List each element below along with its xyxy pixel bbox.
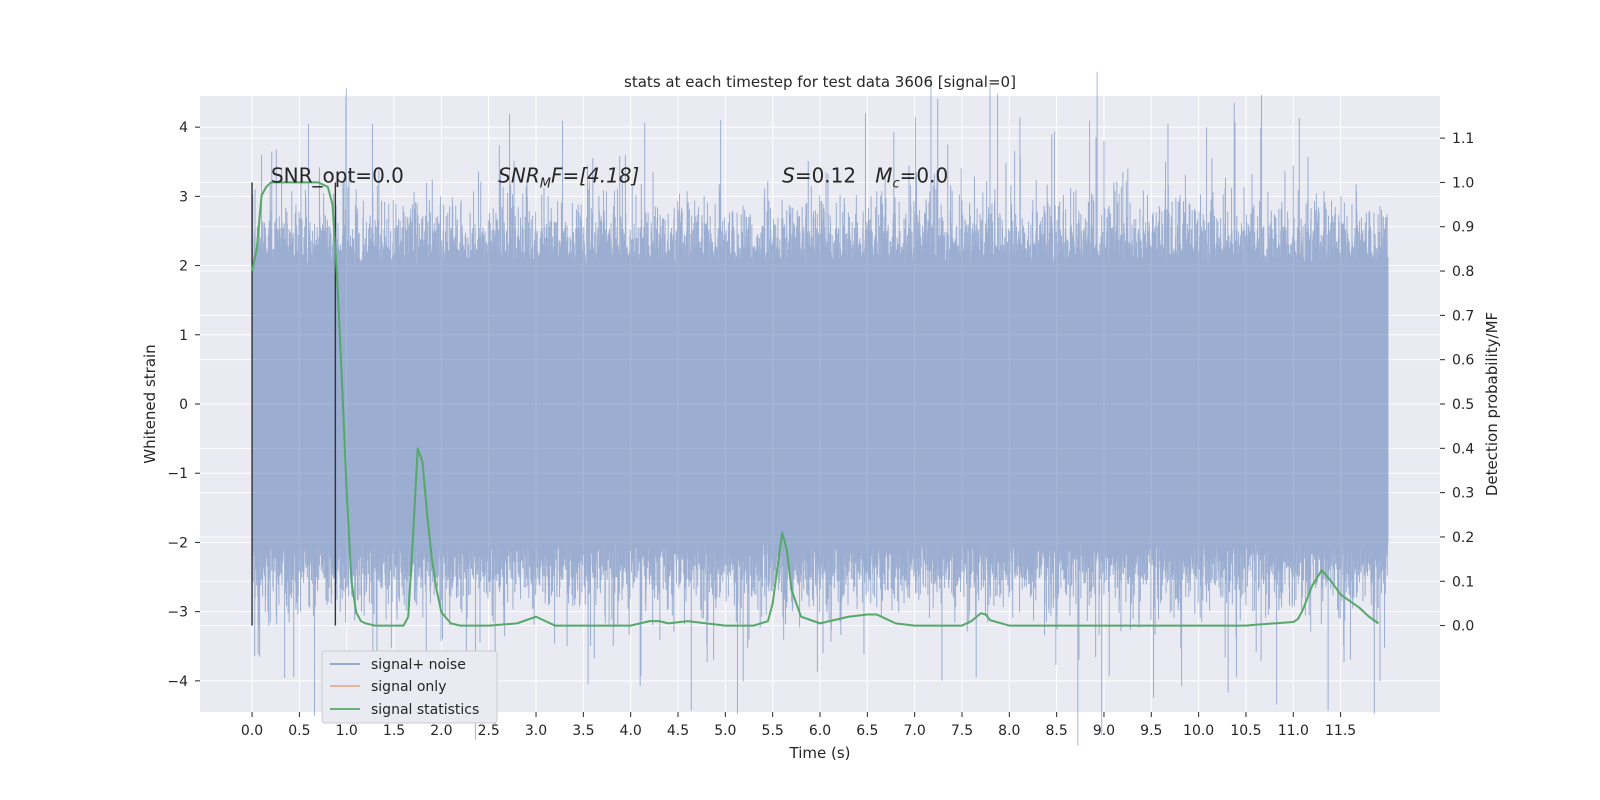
x-tick-label: 4.0 <box>620 723 642 739</box>
y-tick-label: −2 <box>167 535 188 551</box>
right-y-tick-label: 0.4 <box>1452 441 1474 457</box>
y-tick-label: 3 <box>179 189 188 205</box>
y-tick-label: 2 <box>179 259 188 275</box>
legend-label-noise: signal+ noise <box>371 657 466 673</box>
x-tick-label: 3.5 <box>572 723 594 739</box>
y-tick-label: −4 <box>167 674 188 690</box>
right-y-tick-label: 1.0 <box>1452 175 1474 191</box>
stats-series-line <box>251 181 1380 627</box>
right-y-tick-label: 0.8 <box>1452 264 1474 280</box>
x-tick-label: 11.0 <box>1278 723 1309 739</box>
y-tick-label: 1 <box>179 328 188 344</box>
legend-box <box>321 650 498 724</box>
annotation-snr-mf: SNRMF=[4.18] <box>498 164 639 192</box>
x-tick-label: 7.5 <box>951 723 973 739</box>
right-y-tick-label: 1.1 <box>1452 131 1474 147</box>
x-tick-label: 2.5 <box>478 723 500 739</box>
right-y-tick-label: 0.0 <box>1452 619 1474 635</box>
right-y-tick-label: 0.2 <box>1452 530 1474 546</box>
x-tick-label: 5.0 <box>714 723 736 739</box>
x-tick-label: 9.0 <box>1093 723 1115 739</box>
legend-label-signal: signal only <box>371 679 446 695</box>
stats-series <box>251 181 1380 627</box>
x-tick-label: 1.5 <box>383 723 405 739</box>
x-tick-label: 11.5 <box>1325 723 1356 739</box>
right-y-tick-label: 0.6 <box>1452 353 1474 369</box>
x-tick-label: 2.0 <box>430 723 452 739</box>
y-axis-label: Whitened strain <box>141 344 159 463</box>
x-tick-label: 1.0 <box>336 723 358 739</box>
y-tick-label: 4 <box>179 120 188 136</box>
legend-label-stats: signal statistics <box>371 702 479 718</box>
x-tick-label: 5.5 <box>762 723 784 739</box>
x-tick-label: 0.5 <box>288 723 310 739</box>
x-axis-label: Time (s) <box>789 744 851 762</box>
x-tick-label: 8.0 <box>998 723 1020 739</box>
chart-title: stats at each timestep for test data 360… <box>624 73 1016 91</box>
x-tick-label: 4.5 <box>667 723 689 739</box>
annotation-snr-opt: SNR_opt=0.0 <box>271 164 404 188</box>
right-y-tick-label: 0.5 <box>1452 397 1474 413</box>
x-tick-label: 7.0 <box>904 723 926 739</box>
x-tick-label: 0.0 <box>241 723 263 739</box>
annotation-s-mc: S=0.12 Mc=0.0 <box>782 164 948 192</box>
x-tick-label: 8.5 <box>1046 723 1068 739</box>
x-tick-label: 6.5 <box>856 723 878 739</box>
y-axis-right: 0.0 0.1 0.2 0.3 0.4 0.5 0.6 0.7 0.8 0.9 1.0 1.1 <box>1440 131 1474 635</box>
y-tick-label: −3 <box>167 605 188 621</box>
right-y-tick-label: 0.7 <box>1452 308 1474 324</box>
x-tick-label: 10.5 <box>1230 723 1261 739</box>
right-y-tick-label: 0.3 <box>1452 486 1474 502</box>
legend: signal+ noise signal only signal statist… <box>321 650 498 724</box>
right-y-axis-label: Detection probability/MF <box>1483 312 1501 496</box>
right-y-tick-label: 0.1 <box>1452 574 1474 590</box>
y-tick-label: −1 <box>167 466 188 482</box>
right-y-tick-label: 0.9 <box>1452 220 1474 236</box>
x-tick-label: 10.0 <box>1183 723 1214 739</box>
x-axis: 0.0 0.5 1.0 1.5 2.0 2.5 3.0 3.5 4.0 4.5 5.0 5.5 6.0 6… <box>241 712 1356 739</box>
x-tick-label: 3.0 <box>525 723 547 739</box>
y-tick-label: 0 <box>179 397 188 413</box>
x-tick-label: 6.0 <box>809 723 831 739</box>
x-tick-label: 9.5 <box>1140 723 1162 739</box>
y-axis-left: −4 −3 −2 −1 0 1 2 3 4 <box>167 120 200 690</box>
